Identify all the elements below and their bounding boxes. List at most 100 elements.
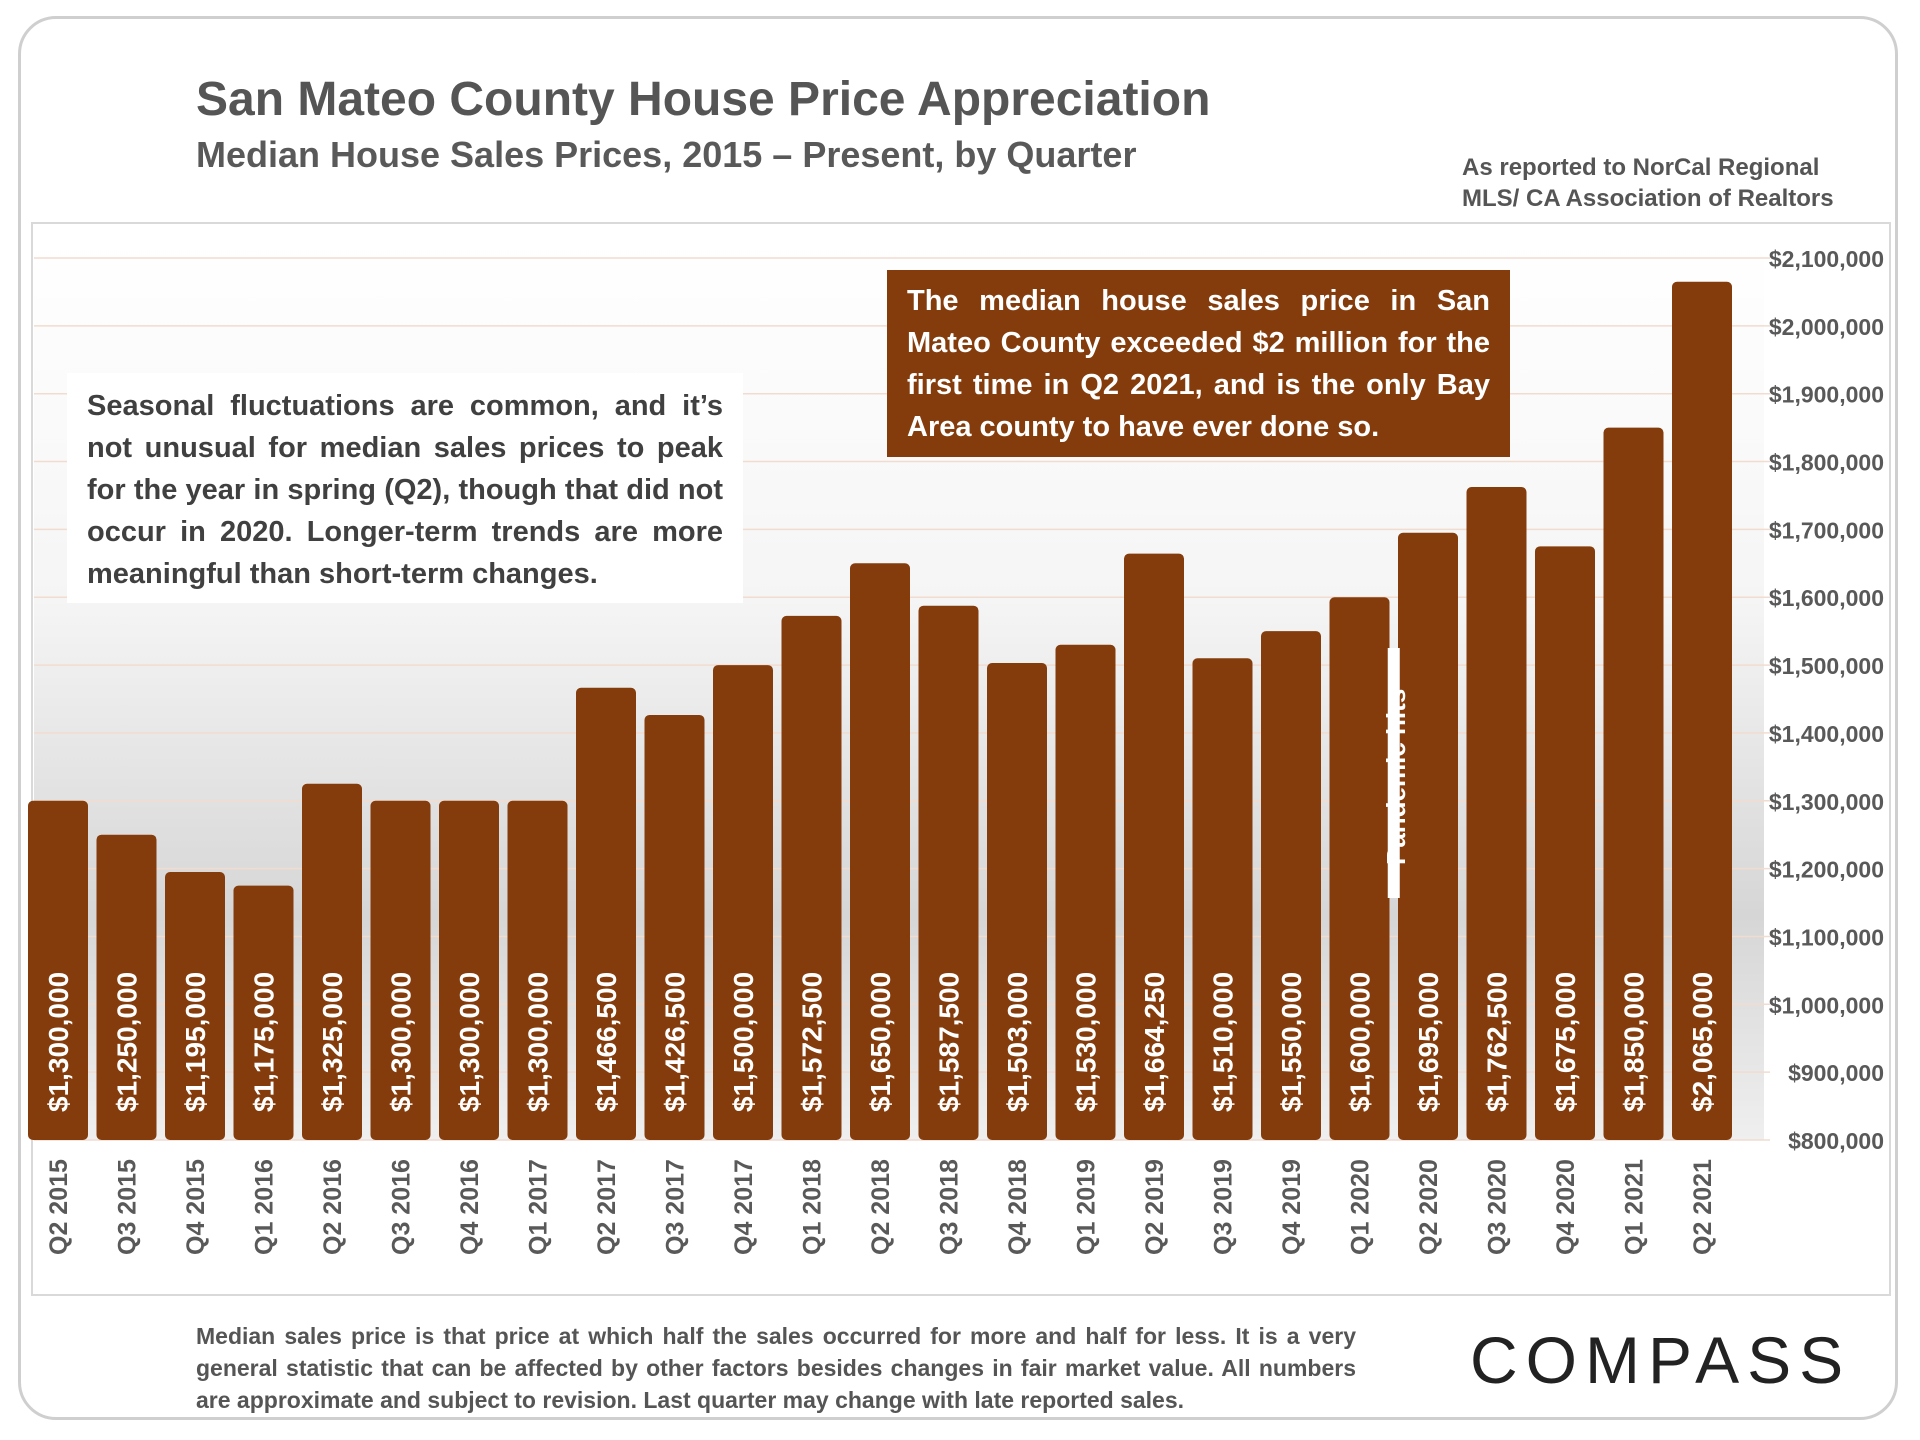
bar-value-label: $1,426,500 bbox=[660, 972, 691, 1112]
bar bbox=[713, 665, 773, 1140]
y-tick-label: $1,300,000 bbox=[1769, 789, 1884, 815]
x-tick-label: Q4 2020 bbox=[1552, 1159, 1580, 1255]
bar bbox=[233, 885, 294, 1140]
bar-value-label: $1,850,000 bbox=[1619, 972, 1650, 1112]
x-tick-label: Q1 2021 bbox=[1621, 1159, 1649, 1255]
x-tick-label: Q2 2019 bbox=[1141, 1159, 1169, 1255]
x-tick-label: Q4 2018 bbox=[1004, 1159, 1032, 1255]
bar bbox=[165, 872, 225, 1140]
x-tick-label: Q3 2015 bbox=[114, 1159, 142, 1255]
x-tick-label: Q1 2017 bbox=[525, 1159, 553, 1255]
bar-value-label: $1,650,000 bbox=[865, 972, 896, 1112]
x-tick-label: Q4 2016 bbox=[456, 1159, 484, 1255]
y-tick-label: $1,000,000 bbox=[1769, 992, 1884, 1018]
bar-value-label: $1,500,000 bbox=[728, 972, 759, 1112]
bar-value-label: $1,195,000 bbox=[180, 972, 211, 1112]
y-tick-label: $1,800,000 bbox=[1769, 450, 1884, 476]
x-tick-label: Q3 2020 bbox=[1484, 1159, 1512, 1255]
y-tick-label: $1,500,000 bbox=[1769, 653, 1884, 679]
bar bbox=[1055, 644, 1116, 1140]
x-tick-label: Q2 2020 bbox=[1415, 1159, 1443, 1255]
bar bbox=[1261, 631, 1321, 1140]
bar bbox=[1329, 597, 1390, 1140]
source-line-2: MLS/ CA Association of Realtors bbox=[1462, 185, 1834, 212]
x-tick-label: Q2 2018 bbox=[867, 1159, 895, 1255]
bar bbox=[1535, 546, 1595, 1140]
bar-value-label: $1,510,000 bbox=[1208, 972, 1239, 1112]
value-labels: $1,300,000 $1,250,000 $1,195,000 $1,175,000… bbox=[43, 972, 1718, 1112]
y-tick-label: $1,900,000 bbox=[1769, 382, 1884, 408]
pandemic-annotation: Pandemic hits bbox=[1381, 689, 1411, 865]
bar-value-label: $1,600,000 bbox=[1345, 972, 1376, 1112]
bar bbox=[1466, 486, 1527, 1140]
bar-value-label: $1,175,000 bbox=[249, 972, 280, 1112]
x-tick-label: Q1 2020 bbox=[1347, 1159, 1375, 1255]
x-axis-labels: Q2 2015 Q3 2015 Q4 2015 Q1 2016 Q2 2016 Q3 20… bbox=[45, 1159, 1717, 1255]
bar-value-label: $1,300,000 bbox=[386, 972, 417, 1112]
bar bbox=[370, 800, 431, 1140]
bar-value-label: $1,550,000 bbox=[1276, 972, 1307, 1112]
bar bbox=[1124, 553, 1184, 1140]
x-tick-label: Q4 2019 bbox=[1278, 1159, 1306, 1255]
bars bbox=[28, 281, 1732, 1141]
bar-value-label: $1,664,250 bbox=[1139, 972, 1170, 1112]
bar-value-label: $1,300,000 bbox=[523, 972, 554, 1112]
bar-value-label: $1,503,000 bbox=[1002, 972, 1033, 1112]
bar bbox=[1192, 658, 1253, 1140]
bar-value-label: $1,250,000 bbox=[112, 972, 143, 1112]
y-tick-label: $2,000,000 bbox=[1769, 314, 1884, 340]
y-tick-label: $1,700,000 bbox=[1769, 517, 1884, 543]
x-tick-label: Q2 2015 bbox=[45, 1159, 73, 1255]
x-tick-label: Q1 2018 bbox=[799, 1159, 827, 1255]
x-tick-label: Q2 2021 bbox=[1689, 1159, 1717, 1255]
bar bbox=[439, 800, 499, 1140]
bar-value-label: $1,300,000 bbox=[454, 972, 485, 1112]
y-tick-label: $1,600,000 bbox=[1769, 585, 1884, 611]
bar bbox=[850, 563, 910, 1140]
y-tick-label: $900,000 bbox=[1788, 1060, 1884, 1086]
bar bbox=[987, 663, 1047, 1140]
bar bbox=[1603, 427, 1664, 1141]
x-tick-label: Q3 2017 bbox=[662, 1159, 690, 1255]
milestone-callout: The median house sales price in San Mate… bbox=[887, 270, 1510, 457]
bar bbox=[1672, 281, 1732, 1140]
seasonal-note: Seasonal fluctuations are common, and it… bbox=[67, 373, 743, 603]
bar-value-label: $1,572,500 bbox=[797, 972, 828, 1112]
y-tick-label: $800,000 bbox=[1788, 1128, 1884, 1154]
bar bbox=[576, 687, 636, 1140]
x-tick-label: Q3 2019 bbox=[1210, 1159, 1238, 1255]
bar-value-label: $1,762,500 bbox=[1482, 972, 1513, 1112]
bar-value-label: $1,675,000 bbox=[1550, 972, 1581, 1112]
compass-logo: COMPASS bbox=[1470, 1323, 1852, 1397]
source-line-1: As reported to NorCal Regional bbox=[1462, 154, 1820, 181]
bar-value-label: $2,065,000 bbox=[1687, 972, 1718, 1112]
bar bbox=[302, 783, 362, 1140]
x-tick-label: Q4 2015 bbox=[182, 1159, 210, 1255]
x-tick-label: Q3 2018 bbox=[936, 1159, 964, 1255]
x-tick-label: Q2 2016 bbox=[319, 1159, 347, 1255]
x-tick-label: Q2 2017 bbox=[593, 1159, 621, 1255]
bar bbox=[644, 714, 705, 1140]
y-tick-label: $2,100,000 bbox=[1769, 246, 1884, 272]
chart-title: San Mateo County House Price Appreciatio… bbox=[196, 73, 1211, 126]
x-tick-label: Q3 2016 bbox=[388, 1159, 416, 1255]
bar bbox=[96, 834, 157, 1140]
bar-value-label: $1,325,000 bbox=[317, 972, 348, 1112]
x-tick-label: Q1 2016 bbox=[251, 1159, 279, 1255]
bar bbox=[28, 800, 88, 1140]
x-tick-label: Q1 2019 bbox=[1073, 1159, 1101, 1255]
y-tick-label: $1,100,000 bbox=[1769, 924, 1884, 950]
footnote: Median sales price is that price at whic… bbox=[196, 1323, 1356, 1413]
bar-value-label: $1,695,000 bbox=[1413, 972, 1444, 1112]
source-note: As reported to NorCal Regional MLS/ CA A… bbox=[1462, 152, 1834, 214]
bar-value-label: $1,530,000 bbox=[1071, 972, 1102, 1112]
bar-value-label: $1,466,500 bbox=[591, 972, 622, 1112]
y-axis-labels: $800,000 $900,000 $1,000,000 $1,100,000 $1,2… bbox=[1769, 246, 1884, 1154]
y-tick-label: $1,200,000 bbox=[1769, 857, 1884, 883]
annotation-group: Pandemic hits bbox=[1381, 648, 1411, 898]
bar bbox=[507, 800, 568, 1140]
bar bbox=[1398, 532, 1458, 1140]
bar bbox=[918, 605, 979, 1140]
annotation-divider bbox=[1387, 648, 1400, 898]
